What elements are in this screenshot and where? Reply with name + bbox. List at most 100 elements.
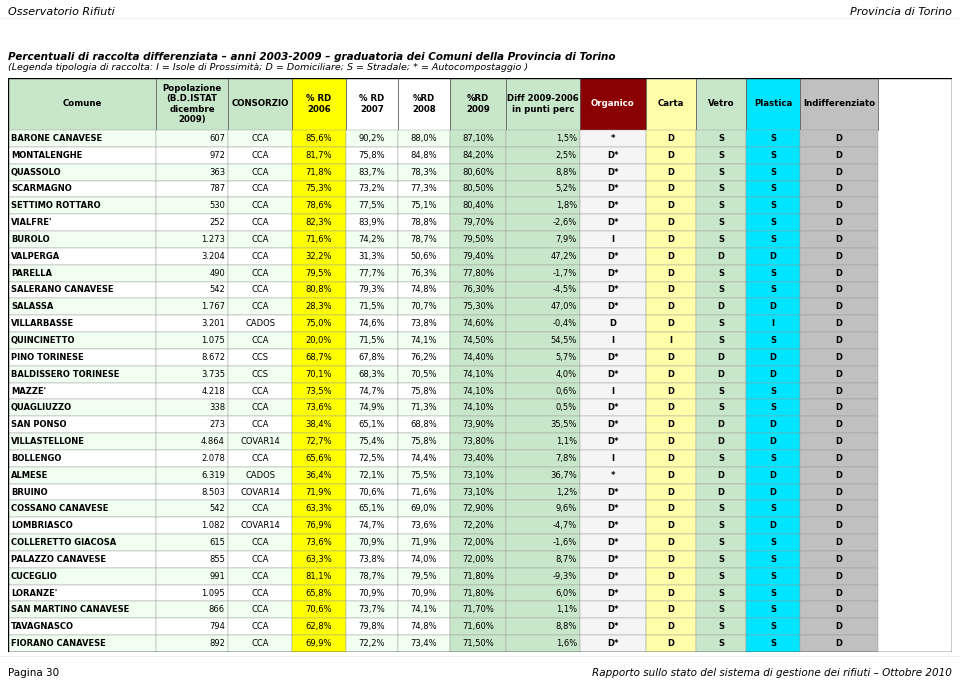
Text: 71,5%: 71,5%	[359, 336, 385, 345]
Bar	[346, 635, 398, 652]
Text: D: D	[835, 201, 843, 210]
Bar	[800, 551, 878, 568]
Bar	[156, 265, 228, 282]
Text: 72,90%: 72,90%	[462, 505, 493, 514]
Bar	[646, 433, 696, 450]
Bar	[346, 130, 398, 147]
Text: S: S	[770, 336, 776, 345]
Bar	[696, 265, 746, 282]
Text: D: D	[667, 487, 675, 496]
Bar	[346, 366, 398, 383]
Text: 1,8%: 1,8%	[556, 201, 577, 210]
Bar	[506, 78, 580, 130]
Text: 70,7%: 70,7%	[411, 302, 438, 312]
Bar	[450, 248, 506, 265]
Bar	[8, 315, 156, 332]
Bar	[8, 383, 156, 399]
Text: CUCEGLIO: CUCEGLIO	[11, 572, 58, 581]
Bar	[292, 484, 346, 500]
Text: 73,6%: 73,6%	[305, 404, 332, 413]
Bar	[800, 214, 878, 231]
Bar	[228, 602, 292, 618]
Text: 54,5%: 54,5%	[551, 336, 577, 345]
Bar	[696, 147, 746, 164]
Text: %RD
2008: %RD 2008	[412, 95, 436, 114]
Bar	[580, 147, 646, 164]
Bar	[746, 467, 800, 484]
Bar	[292, 298, 346, 315]
Text: D: D	[835, 353, 843, 362]
Text: D: D	[667, 538, 675, 547]
Bar	[580, 130, 646, 147]
Text: 7,8%: 7,8%	[556, 454, 577, 463]
Bar	[8, 332, 156, 349]
Bar	[346, 534, 398, 551]
Text: Osservatorio Rifiuti: Osservatorio Rifiuti	[8, 7, 115, 17]
Text: S: S	[718, 185, 724, 194]
Bar	[646, 265, 696, 282]
Bar	[156, 500, 228, 517]
Bar	[696, 315, 746, 332]
Bar	[800, 181, 878, 197]
Bar	[800, 618, 878, 635]
Bar	[156, 534, 228, 551]
Bar	[646, 450, 696, 467]
Text: 78,7%: 78,7%	[411, 235, 438, 244]
Bar	[398, 433, 450, 450]
Bar	[450, 265, 506, 282]
Bar	[228, 416, 292, 433]
Text: D: D	[770, 252, 777, 261]
Bar	[800, 349, 878, 366]
Text: S: S	[718, 622, 724, 631]
Text: CCS: CCS	[252, 353, 269, 362]
Text: D*: D*	[608, 420, 619, 429]
Bar	[156, 147, 228, 164]
Bar	[228, 517, 292, 534]
Bar	[156, 164, 228, 181]
Text: 71,6%: 71,6%	[305, 235, 332, 244]
Text: CADOS: CADOS	[245, 319, 275, 328]
Text: 72,20%: 72,20%	[462, 521, 493, 530]
Bar	[646, 551, 696, 568]
Text: D: D	[770, 302, 777, 312]
Text: D*: D*	[608, 252, 619, 261]
Bar	[646, 585, 696, 602]
Text: D*: D*	[608, 201, 619, 210]
Text: S: S	[718, 454, 724, 463]
Bar	[292, 602, 346, 618]
Bar	[506, 517, 580, 534]
Text: 77,80%: 77,80%	[462, 268, 494, 277]
Text: *: *	[611, 134, 615, 143]
Bar	[746, 534, 800, 551]
Text: D: D	[667, 437, 675, 446]
Text: 36,7%: 36,7%	[550, 470, 577, 480]
Bar	[800, 78, 878, 130]
Text: S: S	[770, 538, 776, 547]
Text: 47,2%: 47,2%	[550, 252, 577, 261]
Text: 71,6%: 71,6%	[411, 487, 438, 496]
Text: D: D	[835, 336, 843, 345]
Text: D*: D*	[608, 286, 619, 294]
Text: 73,6%: 73,6%	[411, 521, 438, 530]
Text: 7,9%: 7,9%	[556, 235, 577, 244]
Text: 47,0%: 47,0%	[550, 302, 577, 312]
Bar	[696, 366, 746, 383]
Text: D: D	[717, 420, 725, 429]
Text: QUASSOLO: QUASSOLO	[11, 167, 61, 176]
Bar	[346, 602, 398, 618]
Text: 74,9%: 74,9%	[359, 404, 385, 413]
Text: CCA: CCA	[252, 167, 269, 176]
Bar	[346, 416, 398, 433]
Text: 79,5%: 79,5%	[411, 572, 437, 581]
Text: 73,5%: 73,5%	[305, 387, 332, 395]
Text: D*: D*	[608, 404, 619, 413]
Bar	[398, 231, 450, 248]
Text: D: D	[717, 302, 725, 312]
Text: D*: D*	[608, 555, 619, 564]
Text: 74,8%: 74,8%	[411, 286, 438, 294]
Text: SAN PONSO: SAN PONSO	[11, 420, 66, 429]
Bar	[8, 248, 156, 265]
Bar	[228, 78, 292, 130]
Bar	[450, 500, 506, 517]
Text: D: D	[835, 134, 843, 143]
